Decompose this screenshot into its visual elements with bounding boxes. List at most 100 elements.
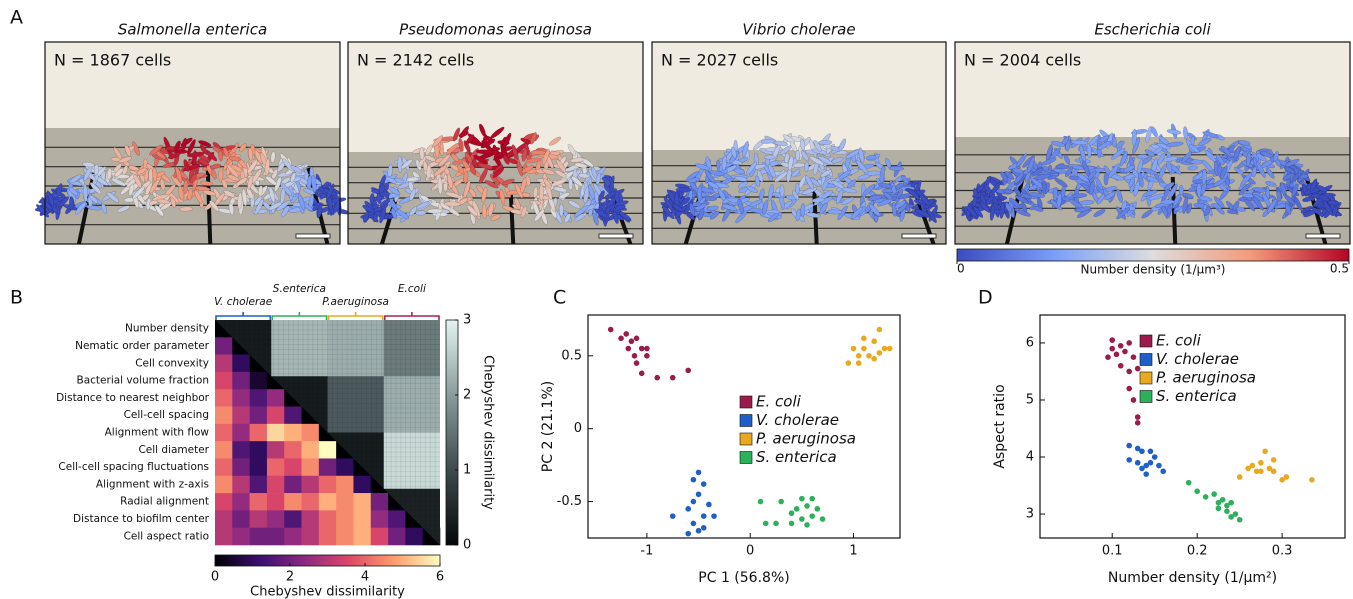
cell xyxy=(672,203,683,212)
cell xyxy=(762,199,769,215)
group-bracket xyxy=(383,312,440,320)
y-axis-label: Aspect ratio xyxy=(992,384,1008,468)
group-label: S.enterica xyxy=(273,283,326,295)
point xyxy=(876,350,883,356)
cell xyxy=(550,178,568,187)
cell xyxy=(444,201,461,207)
point xyxy=(1309,477,1315,483)
point xyxy=(607,326,614,333)
cell xyxy=(1142,189,1158,197)
cell xyxy=(88,194,99,204)
cell xyxy=(841,187,858,194)
cell xyxy=(458,137,464,152)
cell xyxy=(1183,126,1189,140)
heatmap-cell xyxy=(388,510,406,528)
cell xyxy=(760,138,776,144)
cell xyxy=(75,201,87,215)
point xyxy=(623,331,630,337)
point xyxy=(757,498,764,505)
cell xyxy=(1219,186,1231,200)
heatmap-cell xyxy=(215,406,233,425)
y-tick-label: 0.5 xyxy=(561,348,582,363)
cell xyxy=(1332,205,1338,216)
heatmap-cell xyxy=(301,441,320,459)
legend-label: V. cholerae xyxy=(1156,350,1239,368)
cell xyxy=(1002,188,1014,194)
heatmap-cell xyxy=(232,493,250,511)
cell xyxy=(189,173,197,184)
cell xyxy=(1146,176,1159,183)
legend-label: V. cholerae xyxy=(756,411,839,429)
cell xyxy=(798,175,806,189)
cell xyxy=(265,175,277,186)
y-tick-label: -0.5 xyxy=(557,494,582,509)
point xyxy=(1270,468,1277,475)
cell xyxy=(490,214,502,221)
cell xyxy=(297,193,306,211)
heatmap-cell xyxy=(284,441,302,459)
cell xyxy=(1265,181,1277,187)
point xyxy=(778,498,784,505)
cell xyxy=(709,170,726,176)
cell xyxy=(521,148,528,162)
cell xyxy=(118,156,132,163)
heatmap-cell xyxy=(336,475,354,494)
cell xyxy=(484,180,499,189)
heatmap-cell xyxy=(215,441,233,459)
point xyxy=(690,520,697,527)
cell xyxy=(1284,158,1300,167)
cell xyxy=(475,149,494,155)
cell xyxy=(117,205,130,213)
cell xyxy=(385,176,397,184)
point xyxy=(644,345,650,352)
point xyxy=(1236,516,1243,523)
row-label: Bacterial volume fraction xyxy=(77,375,209,387)
point xyxy=(638,345,645,352)
heatmap-cell xyxy=(301,458,320,477)
cell xyxy=(1283,166,1296,174)
cell xyxy=(604,191,616,200)
cell xyxy=(478,167,489,184)
point xyxy=(633,360,640,366)
cell xyxy=(1079,200,1095,206)
legend-swatch xyxy=(1139,371,1153,385)
heatmap-cell xyxy=(266,493,285,511)
cell xyxy=(982,175,992,193)
heatmap-cell xyxy=(215,371,233,390)
cell xyxy=(391,207,398,220)
colorbar-label: Number density (1/μm³) xyxy=(1080,263,1225,277)
cell xyxy=(855,159,869,174)
cell xyxy=(290,172,297,183)
row-label: Number density xyxy=(125,323,209,335)
cell xyxy=(1029,192,1046,198)
heatmap-cell xyxy=(249,389,268,407)
sample-block xyxy=(383,320,440,377)
biofilm-render xyxy=(961,123,1343,223)
y-tick-label: 4 xyxy=(1026,450,1034,465)
point xyxy=(855,353,862,359)
cell xyxy=(817,155,834,166)
cell xyxy=(1181,151,1192,163)
point xyxy=(1202,494,1209,500)
cell xyxy=(1137,172,1144,188)
cell xyxy=(431,135,444,148)
cell xyxy=(1097,140,1112,151)
cell xyxy=(1196,181,1202,198)
point xyxy=(1228,514,1234,520)
colorbar xyxy=(956,248,1350,262)
heatmap-cell xyxy=(215,337,233,355)
cell xyxy=(989,204,996,221)
cell xyxy=(106,191,120,203)
cell xyxy=(867,195,883,201)
cell xyxy=(742,141,749,158)
cell xyxy=(149,144,163,156)
cell xyxy=(1014,195,1029,204)
image-sky xyxy=(45,42,340,128)
point xyxy=(845,360,852,366)
point xyxy=(1139,448,1145,455)
cell xyxy=(1212,178,1227,187)
cell xyxy=(884,158,892,169)
cell xyxy=(124,144,132,157)
cell xyxy=(1050,140,1066,147)
cell xyxy=(452,127,461,142)
